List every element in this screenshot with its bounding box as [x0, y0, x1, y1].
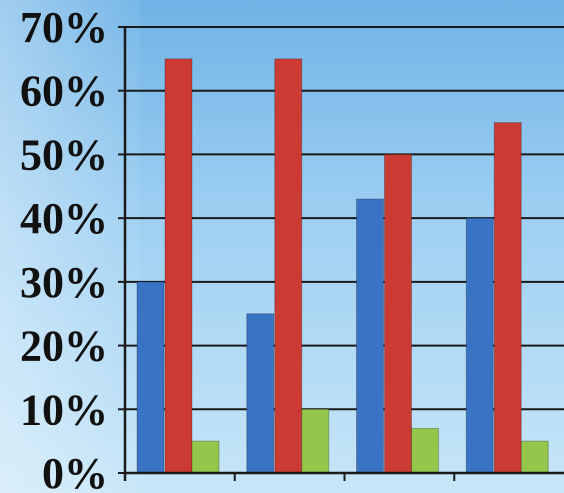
bar [384, 153, 412, 474]
bar [274, 58, 303, 474]
bar [493, 122, 522, 474]
y-tick-label: 70% [20, 3, 108, 52]
floral-decoration [0, 0, 140, 493]
y-tick-label: 30% [20, 258, 108, 307]
bar [164, 58, 193, 474]
bar [246, 313, 275, 474]
bar [301, 408, 330, 474]
bar [411, 427, 439, 474]
bar [136, 281, 165, 474]
y-tick-label: 50% [20, 130, 108, 179]
bar [465, 217, 494, 474]
y-tick-label: 10% [20, 385, 108, 434]
y-tick-label: 40% [20, 194, 108, 243]
y-tick-label: 20% [20, 322, 108, 371]
bar [520, 440, 549, 474]
y-tick-label: 60% [20, 67, 108, 116]
bar [356, 198, 384, 474]
bar [191, 440, 220, 474]
y-tick-label: 0% [42, 449, 108, 493]
